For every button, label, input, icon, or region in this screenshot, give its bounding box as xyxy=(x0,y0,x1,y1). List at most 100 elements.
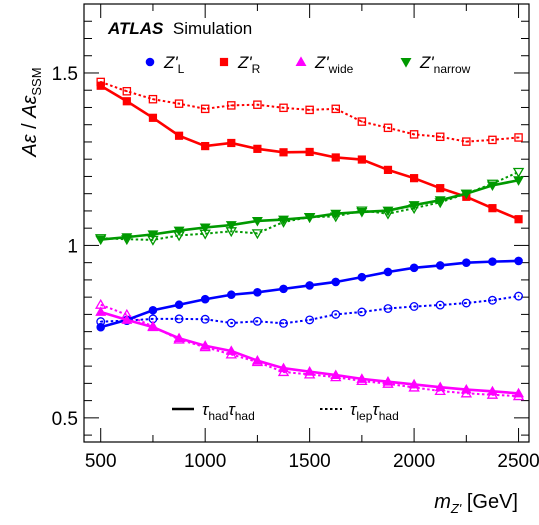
data-point-center xyxy=(308,319,311,321)
data-point xyxy=(95,235,107,246)
series-R-hadhad xyxy=(96,81,523,224)
data-point xyxy=(121,233,133,243)
legend-entry-narrow: Z'narrow xyxy=(400,53,471,76)
data-point xyxy=(409,130,419,139)
data-point xyxy=(488,135,497,145)
axis-ticks-layer: 500 1000 1500 2000 2500 0.5 1 1.5 xyxy=(52,4,539,472)
data-point xyxy=(304,366,316,376)
legend-marker-wide xyxy=(295,56,307,66)
legend-entry-L: Z'L xyxy=(145,53,185,76)
data-point xyxy=(382,376,394,386)
data-point xyxy=(227,138,236,148)
data-point-center xyxy=(517,136,520,139)
data-point xyxy=(251,355,263,365)
data-point xyxy=(331,277,341,287)
legend-layer: Z'L Z'R Z'wide Z'narrow τhadτhad τlepτhad xyxy=(145,53,471,423)
data-point xyxy=(226,318,236,328)
data-point xyxy=(253,144,262,153)
data-point xyxy=(147,321,159,332)
data-point xyxy=(408,378,420,389)
data-point-center xyxy=(413,305,415,308)
data-point xyxy=(514,133,523,142)
x-tick-label: 2500 xyxy=(497,451,539,472)
data-point xyxy=(383,165,393,174)
data-point xyxy=(227,101,236,110)
data-point xyxy=(357,155,366,164)
data-point xyxy=(513,387,525,398)
data-point-center xyxy=(282,107,285,109)
data-point-center xyxy=(230,104,233,107)
data-point xyxy=(174,99,184,108)
series-line-narrow-hadhad xyxy=(100,178,519,241)
series-L-hadhad xyxy=(96,256,523,332)
data-point-center xyxy=(204,318,206,321)
data-point xyxy=(279,284,288,294)
data-point xyxy=(95,306,107,316)
series-R-lephad xyxy=(96,77,523,146)
data-point xyxy=(460,383,472,394)
data-point xyxy=(514,291,524,301)
y-tick-label: 1 xyxy=(67,236,78,257)
data-point-center xyxy=(465,140,468,143)
data-point xyxy=(279,148,288,157)
data-point xyxy=(279,103,288,113)
data-point xyxy=(251,229,264,240)
data-point xyxy=(409,174,419,183)
data-point-center xyxy=(282,322,285,325)
series-layer xyxy=(94,77,525,401)
data-point-center xyxy=(152,318,154,320)
data-point xyxy=(462,137,471,146)
data-point xyxy=(122,87,132,96)
data-point-center xyxy=(361,120,363,123)
data-point-center xyxy=(465,302,468,304)
data-point-center xyxy=(230,322,233,324)
y-axis-title: Aε / AεSSM xyxy=(19,67,44,157)
data-point-center xyxy=(178,102,180,105)
data-point xyxy=(148,113,158,122)
legend-marker-L xyxy=(145,57,155,67)
data-point xyxy=(173,332,185,343)
data-point xyxy=(461,298,471,308)
data-point xyxy=(148,94,158,104)
data-point xyxy=(305,315,315,325)
series-line-R-lephad xyxy=(100,81,519,143)
data-point xyxy=(487,295,497,305)
data-point-center xyxy=(517,295,520,297)
series-wide-lephad xyxy=(94,298,525,401)
x-tick-label: 500 xyxy=(85,451,117,472)
data-point xyxy=(409,302,419,311)
plot-frame-layer xyxy=(83,3,530,443)
legend-marker-narrow xyxy=(400,58,412,68)
data-point-center xyxy=(491,299,494,302)
data-point xyxy=(435,132,445,142)
data-point xyxy=(331,153,340,162)
data-point xyxy=(253,288,262,297)
data-point xyxy=(460,189,472,200)
legend-entry-R: Z'R xyxy=(219,53,261,76)
data-point-center xyxy=(256,103,259,106)
data-point-center xyxy=(361,311,363,313)
data-point xyxy=(357,272,367,282)
data-point-center xyxy=(99,320,102,323)
series-line-narrow-lephad xyxy=(100,171,519,241)
data-point xyxy=(513,176,525,186)
data-point xyxy=(488,204,497,213)
data-point-center xyxy=(439,135,442,138)
legend-label-hadhad: τhadτhad xyxy=(202,400,255,423)
data-point xyxy=(225,221,237,231)
data-point-center xyxy=(334,313,337,316)
data-point xyxy=(251,216,263,227)
data-point xyxy=(434,381,446,392)
legend-label-R: Z'R xyxy=(237,53,261,76)
data-point xyxy=(252,316,262,326)
data-point-center xyxy=(152,98,154,100)
series-line-wide-lephad xyxy=(100,303,519,398)
data-point xyxy=(278,215,289,226)
data-point xyxy=(330,369,342,380)
data-point xyxy=(486,385,498,396)
data-point xyxy=(514,256,523,266)
data-point-center xyxy=(387,127,389,129)
data-point-center xyxy=(334,108,337,110)
legend-label-lephad: τlepτhad xyxy=(350,400,399,423)
